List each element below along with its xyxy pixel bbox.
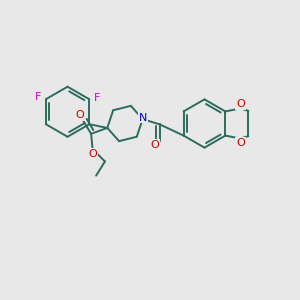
Text: F: F [34,92,41,102]
Text: O: O [150,140,159,150]
Text: F: F [94,93,101,103]
Text: N: N [139,112,147,123]
Text: O: O [236,99,245,109]
Text: O: O [88,148,97,158]
Text: O: O [236,138,245,148]
Text: O: O [76,110,84,120]
